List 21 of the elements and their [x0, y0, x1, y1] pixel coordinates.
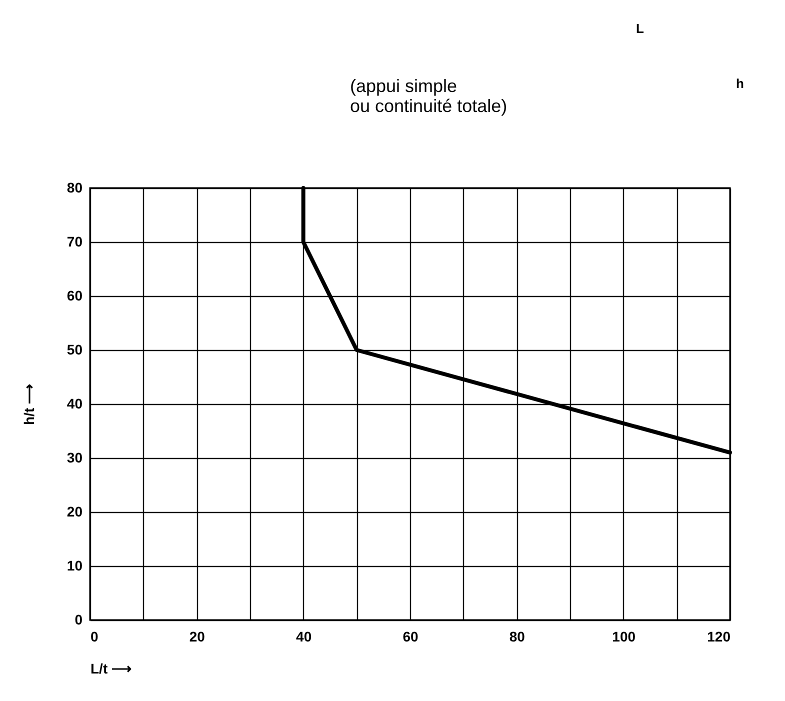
x-tick-label: 80	[509, 628, 526, 644]
text: h	[736, 76, 744, 91]
y-tick-label: 70	[66, 234, 83, 250]
x-tick-label: 0	[90, 628, 98, 644]
y-tick-label: 60	[66, 288, 83, 304]
y-axis-title: h/t ⟶	[20, 384, 37, 425]
y-tick-label: 0	[74, 612, 83, 628]
text: L	[636, 21, 644, 36]
y-tick-label: 80	[66, 180, 83, 196]
y-tick-label: 30	[66, 450, 83, 466]
y-tick-label: 40	[66, 396, 83, 412]
x-tick-label: 120	[707, 628, 731, 644]
text: (appui simple ou continuité totale)	[350, 76, 508, 116]
y-tick-label: 50	[66, 342, 83, 358]
x-tick-label: 60	[402, 628, 418, 644]
x-tick-label: 40	[296, 628, 312, 644]
x-tick-label: 100	[612, 628, 636, 644]
x-tick-label: 20	[189, 628, 206, 644]
y-tick-label: 10	[66, 558, 83, 574]
x-axis-title: L/t ⟶	[90, 660, 132, 676]
y-tick-label: 20	[66, 504, 83, 520]
